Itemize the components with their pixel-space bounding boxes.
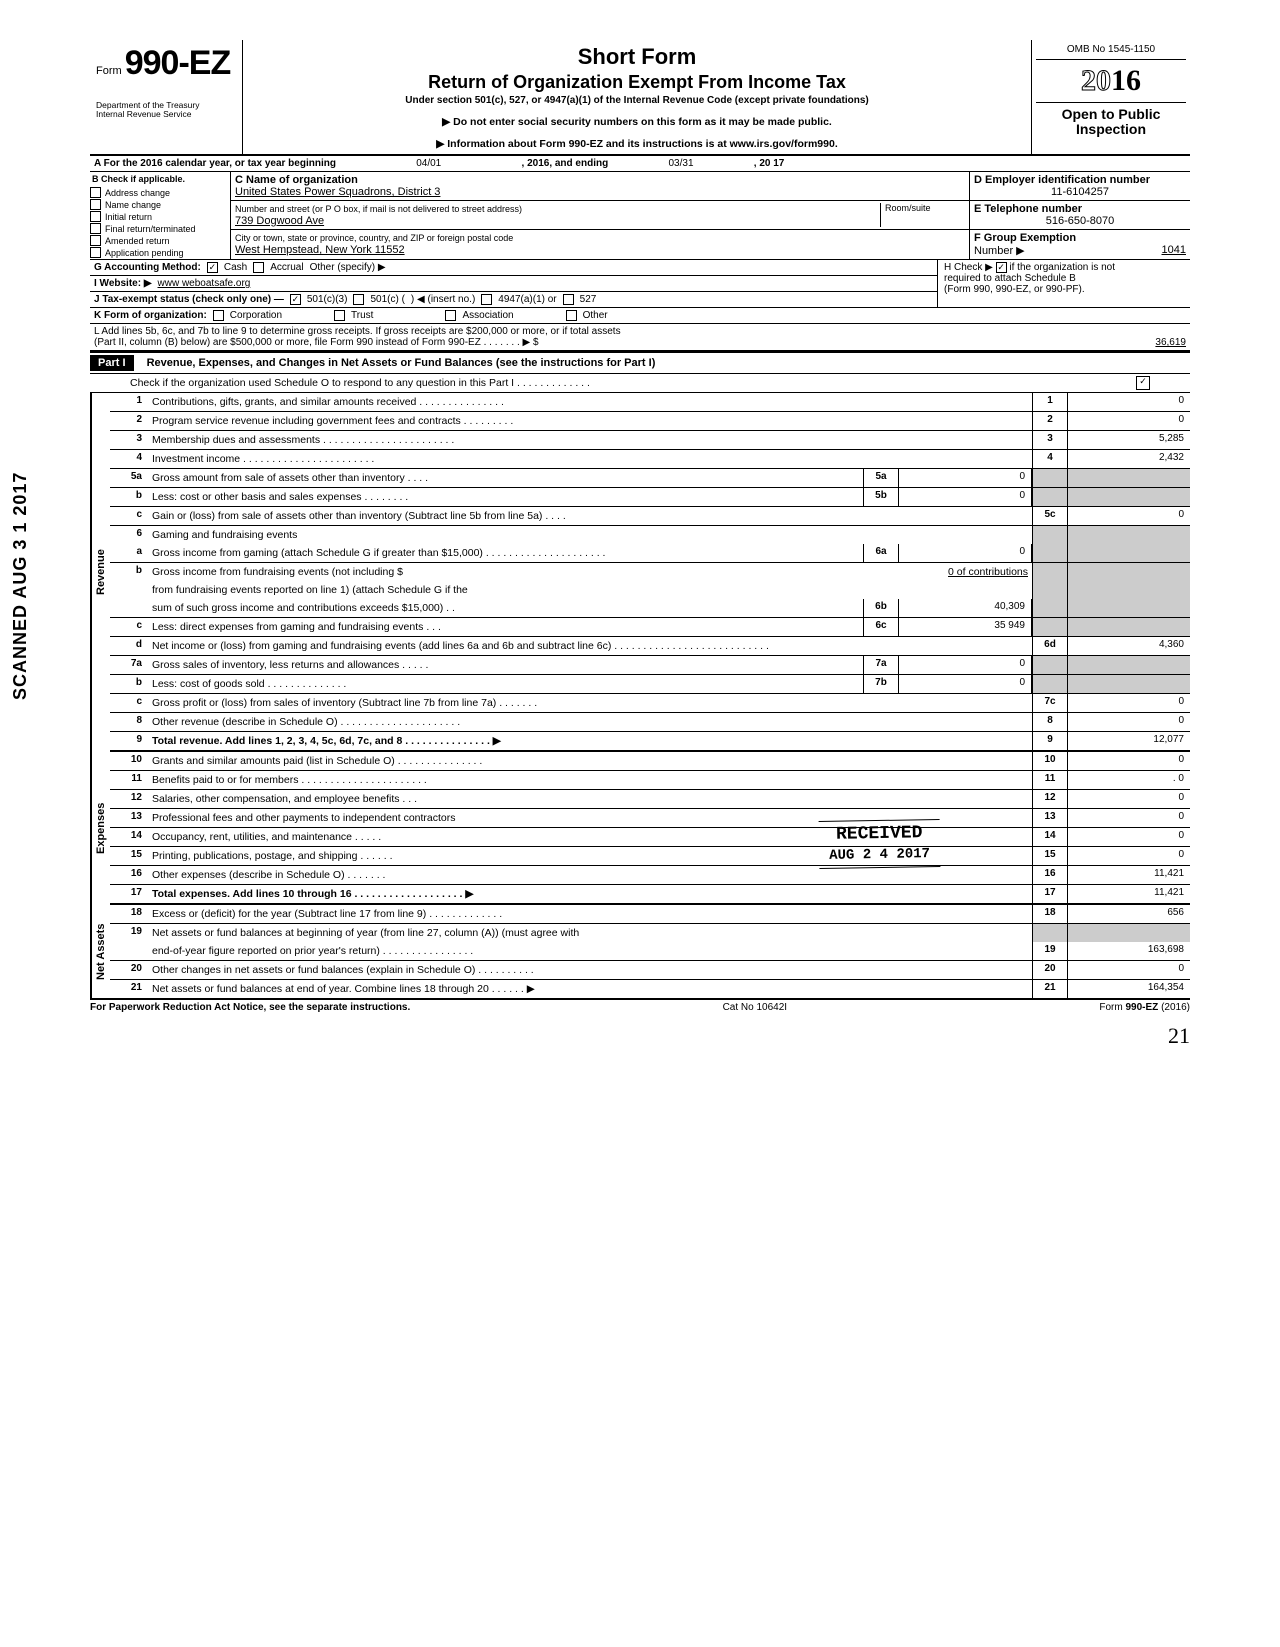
line-21-val: 164,354 xyxy=(1068,980,1190,998)
org-address: 739 Dogwood Ave xyxy=(235,215,324,227)
tax-year: 2016 xyxy=(1036,64,1186,98)
title-main: Return of Organization Exempt From Incom… xyxy=(251,72,1023,93)
year-end: 03/31 xyxy=(611,158,751,169)
phone: 516-650-8070 xyxy=(974,215,1186,227)
row-a: A For the 2016 calendar year, or tax yea… xyxy=(90,156,1190,172)
line-12-val: 0 xyxy=(1068,790,1190,808)
checkbox-501c3[interactable]: ✓ xyxy=(290,294,301,305)
year-begin: 04/01 xyxy=(339,158,519,169)
side-revenue: Revenue xyxy=(91,393,110,752)
line-6a-val: 0 xyxy=(899,544,1032,562)
checkbox-corp[interactable] xyxy=(213,310,224,321)
line-3-val: 5,285 xyxy=(1068,431,1190,449)
line-11-val: . 0 xyxy=(1068,771,1190,789)
checkbox-cash[interactable]: ✓ xyxy=(207,262,218,273)
title-under: Under section 501(c), 527, or 4947(a)(1)… xyxy=(251,95,1023,106)
line-5b-val: 0 xyxy=(899,488,1032,506)
col-b: B Check if applicable. Address change Na… xyxy=(90,172,231,259)
checkbox-assoc[interactable] xyxy=(445,310,456,321)
instr-ssn: ▶ Do not enter social security numbers o… xyxy=(251,116,1023,128)
line-6d-val: 4,360 xyxy=(1068,637,1190,655)
side-netassets: Net Assets xyxy=(91,905,110,998)
checkbox-h[interactable]: ✓ xyxy=(996,262,1007,273)
group-exemption: 1041 xyxy=(1162,244,1186,256)
checkbox-527[interactable] xyxy=(563,294,574,305)
footer-cat: Cat No 10642I xyxy=(723,1002,788,1013)
line-19-val: 163,698 xyxy=(1068,942,1190,960)
checkbox-accrual[interactable] xyxy=(253,262,264,273)
col-c: C Name of organization United States Pow… xyxy=(231,172,970,259)
checkbox-other-org[interactable] xyxy=(566,310,577,321)
line-5c-val: 0 xyxy=(1068,507,1190,525)
line-1-val: 0 xyxy=(1068,393,1190,411)
checkbox-trust[interactable] xyxy=(334,310,345,321)
part-1-label: Part I xyxy=(90,355,134,371)
omb-number: OMB No 1545-1150 xyxy=(1036,44,1186,60)
page-number: 21 xyxy=(90,1023,1190,1049)
line-8-val: 0 xyxy=(1068,713,1190,731)
form-header: Form 990-EZ Department of the Treasury I… xyxy=(90,40,1190,156)
scanned-stamp: SCANNED AUG 3 1 2017 xyxy=(10,472,31,700)
line-4-val: 2,432 xyxy=(1068,450,1190,468)
line-15-val: 0 xyxy=(1068,847,1190,865)
side-expenses: Expenses xyxy=(91,752,110,905)
form-prefix: Form xyxy=(96,65,122,77)
open-public-1: Open to Public xyxy=(1036,107,1186,122)
part-1-title: Revenue, Expenses, and Changes in Net As… xyxy=(147,357,656,369)
ein: 11-6104257 xyxy=(974,186,1186,198)
line-10-val: 0 xyxy=(1068,752,1190,770)
line-18-val: 656 xyxy=(1068,905,1190,923)
form-990ez: Form 990-EZ Department of the Treasury I… xyxy=(90,40,1190,1049)
gross-receipts: 36,619 xyxy=(1066,337,1186,348)
checkbox-501c[interactable] xyxy=(353,294,364,305)
org-city: West Hempstead, New York 11552 xyxy=(235,244,405,256)
checkbox-pending[interactable] xyxy=(90,247,101,258)
footer-form: Form 990-EZ (2016) xyxy=(1099,1002,1190,1013)
line-2-val: 0 xyxy=(1068,412,1190,430)
line-17-val: 11,421 xyxy=(1068,885,1190,903)
line-6b-val: 40,309 xyxy=(899,599,1032,617)
line-13-val: 0 xyxy=(1068,809,1190,827)
website: www weboatsafe.org xyxy=(158,278,251,289)
line-6c-val: 35 949 xyxy=(899,618,1032,636)
checkbox-name[interactable] xyxy=(90,199,101,210)
checkbox-initial[interactable] xyxy=(90,211,101,222)
title-short: Short Form xyxy=(251,44,1023,70)
org-name: United States Power Squadrons, District … xyxy=(235,186,440,198)
received-stamp: RECEIVED AUG 2 4 2017 xyxy=(819,819,941,869)
line-20-val: 0 xyxy=(1068,961,1190,979)
checkbox-final[interactable] xyxy=(90,223,101,234)
checkbox-address[interactable] xyxy=(90,187,101,198)
line-7b-val: 0 xyxy=(899,675,1032,693)
line-14-val: 0 xyxy=(1068,828,1190,846)
col-d: D Employer identification number 11-6104… xyxy=(970,172,1190,259)
checkbox-schedule-o[interactable]: ✓ xyxy=(1136,376,1150,390)
dept-irs: Internal Revenue Service xyxy=(96,110,236,119)
footer-left: For Paperwork Reduction Act Notice, see … xyxy=(90,1002,410,1013)
line-7a-val: 0 xyxy=(899,656,1032,674)
line-9-val: 12,077 xyxy=(1068,732,1190,750)
open-public-2: Inspection xyxy=(1036,122,1186,137)
checkbox-4947[interactable] xyxy=(481,294,492,305)
line-7c-val: 0 xyxy=(1068,694,1190,712)
checkbox-amended[interactable] xyxy=(90,235,101,246)
line-5a-val: 0 xyxy=(899,469,1032,487)
line-16-val: 11,421 xyxy=(1068,866,1190,884)
instr-info: ▶ Information about Form 990-EZ and its … xyxy=(251,138,1023,150)
form-number: 990-EZ xyxy=(125,44,231,82)
